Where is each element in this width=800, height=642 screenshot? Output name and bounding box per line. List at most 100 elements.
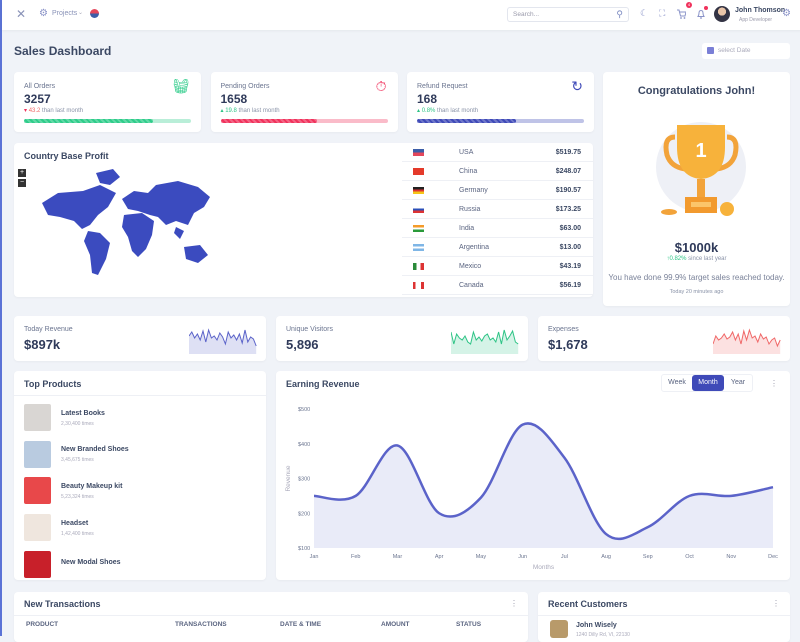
stat-value: 168 xyxy=(417,92,438,106)
sparkline xyxy=(713,328,781,354)
world-map[interactable] xyxy=(38,163,218,283)
column-header[interactable]: TRANSACTIONS xyxy=(175,621,227,628)
country-row: USA $519.75 xyxy=(402,143,593,162)
avatar[interactable] xyxy=(714,6,730,22)
new-transactions-card: New Transactions ⋮ PRODUCT TRANSACTIONS … xyxy=(14,592,528,642)
user-role: App Developer xyxy=(739,17,773,23)
country-row: China $248.07 xyxy=(402,162,593,181)
x-tick-label: Jan xyxy=(310,554,319,560)
flag-icon xyxy=(413,205,424,213)
product-item[interactable]: New Modal Shoes xyxy=(24,550,121,578)
column-header[interactable]: STATUS xyxy=(456,621,482,628)
more-options-icon[interactable]: ⋮ xyxy=(770,379,778,388)
flag-icon xyxy=(413,167,424,175)
mini-stat-card: Today Revenue $897k xyxy=(14,316,266,361)
settings-icon[interactable]: ⚙ xyxy=(782,8,791,19)
column-header[interactable]: DATE & TIME xyxy=(280,621,322,628)
x-tick-label: Feb xyxy=(351,554,360,560)
zoom-out-button[interactable]: − xyxy=(18,179,26,187)
flag-icon xyxy=(413,281,424,289)
y-tick-label: $200 xyxy=(298,511,310,517)
product-item[interactable]: Headset 1,42,400 times xyxy=(24,514,94,542)
product-image xyxy=(24,404,51,431)
bell-icon[interactable] xyxy=(696,9,706,19)
trend-up-icon: ▴ xyxy=(220,108,224,114)
us-flag-icon[interactable] xyxy=(90,9,99,18)
cart-icon[interactable] xyxy=(676,9,686,19)
revenue-chart: $100 $200 $300 $400 $500 Jan Feb Mar Apr May Jun Ju… xyxy=(285,407,778,571)
top-products-card: Top Products Latest Books 2,30,400 times N… xyxy=(14,371,266,580)
congrats-card: Congratulations John! 1 $1000k ↑0.82% si… xyxy=(603,72,790,306)
country-row: Canada $56.19 xyxy=(402,276,593,295)
y-tick-label: $300 xyxy=(298,477,310,483)
flag-icon xyxy=(413,148,424,156)
congrats-title: Congratulations John! xyxy=(637,85,756,97)
revenue-line xyxy=(313,422,774,541)
sparkline xyxy=(189,328,257,354)
more-options-icon[interactable]: ⋮ xyxy=(772,599,780,608)
zoom-in-button[interactable]: + xyxy=(18,169,26,177)
x-tick-label: Aug xyxy=(601,554,611,560)
stat-change: ▴ 19.8 than last month xyxy=(220,108,280,114)
x-tick-label: May xyxy=(476,554,487,560)
close-icon[interactable]: ✕ xyxy=(16,7,27,21)
fullscreen-icon[interactable]: ⛶ xyxy=(659,8,666,18)
mini-stat-card: Expenses $1,678 xyxy=(538,316,790,361)
trophy-illustration: 1 xyxy=(656,122,746,216)
customer-name[interactable]: John Wisely xyxy=(576,622,617,629)
stopwatch-icon: ⏱︎ xyxy=(375,78,387,94)
country-profit-card: Country Base Profit + − USA $519.75 China $… xyxy=(14,143,593,297)
basket-icon: 🧺︎ xyxy=(172,78,190,94)
y-tick-label: $500 xyxy=(298,407,310,413)
flag-icon xyxy=(413,262,424,270)
more-options-icon[interactable]: ⋮ xyxy=(510,599,518,608)
projects-menu[interactable]: Projects xyxy=(52,10,78,17)
product-item[interactable]: Latest Books 2,30,400 times xyxy=(24,404,105,431)
earning-revenue-card: Earning Revenue Week Month Year ⋮ $100 $200… xyxy=(276,371,790,580)
trend-up-icon: ▴ xyxy=(417,108,421,114)
cart-badge: 4 xyxy=(686,2,692,8)
progress-bar xyxy=(220,119,388,123)
stat-label: Pending Orders xyxy=(220,83,270,90)
y-axis-label: Revenue xyxy=(285,465,292,491)
user-name[interactable]: John Thomson xyxy=(735,7,786,14)
search-icon[interactable]: ⚲ xyxy=(616,9,623,19)
x-tick-label: Sep xyxy=(643,554,653,560)
congrats-amount: $1000k xyxy=(674,240,719,255)
calendar-icon xyxy=(707,47,714,54)
country-row: India $63.00 xyxy=(402,219,593,238)
chevron-down-icon: ⌄ xyxy=(78,10,84,16)
tab-month[interactable]: Month xyxy=(692,375,724,391)
column-header[interactable]: PRODUCT xyxy=(26,621,59,628)
product-item[interactable]: Beauty Makeup kit 5,23,324 times xyxy=(24,477,122,505)
page-title: Sales Dashboard xyxy=(14,44,112,58)
period-tabs: Week Month Year xyxy=(661,374,753,392)
x-axis-label: Months xyxy=(533,564,555,571)
tab-week[interactable]: Week xyxy=(668,379,686,386)
country-row: Germany $190.57 xyxy=(402,181,593,200)
progress-bar xyxy=(417,119,584,123)
product-image xyxy=(24,550,51,578)
stat-change: ▴ 0.8% than last month xyxy=(417,108,479,114)
flag-icon xyxy=(413,243,424,251)
column-header[interactable]: AMOUNT xyxy=(381,621,410,628)
progress-bar xyxy=(24,119,191,123)
stat-card: Refund Request 168 ▴ 0.8% than last mont… xyxy=(407,72,594,132)
notification-dot xyxy=(704,6,708,10)
x-tick-label: Jul xyxy=(561,554,568,560)
date-picker[interactable]: select Date xyxy=(702,43,790,59)
search-input[interactable]: Search... ⚲ xyxy=(507,7,629,22)
gear-icon: ⚙ xyxy=(39,8,48,19)
country-row: Mexico $43.19 xyxy=(402,257,593,276)
refresh-icon: ↻ xyxy=(571,78,583,94)
stat-value: 3257 xyxy=(24,92,51,106)
stat-label: All Orders xyxy=(24,83,56,90)
recent-customers-card: Recent Customers ⋮ John Wisely 1240 Dill… xyxy=(538,592,790,642)
x-tick-label: Oct xyxy=(685,554,694,560)
tab-year[interactable]: Year xyxy=(730,379,746,386)
product-item[interactable]: New Branded Shoes 3,45,675 times xyxy=(24,440,129,468)
sparkline xyxy=(451,329,519,354)
stat-card: Pending Orders 1658 ▴ 19.8 than last mon… xyxy=(210,72,398,132)
x-tick-label: Apr xyxy=(435,554,444,560)
moon-icon[interactable]: ☾ xyxy=(640,8,649,18)
